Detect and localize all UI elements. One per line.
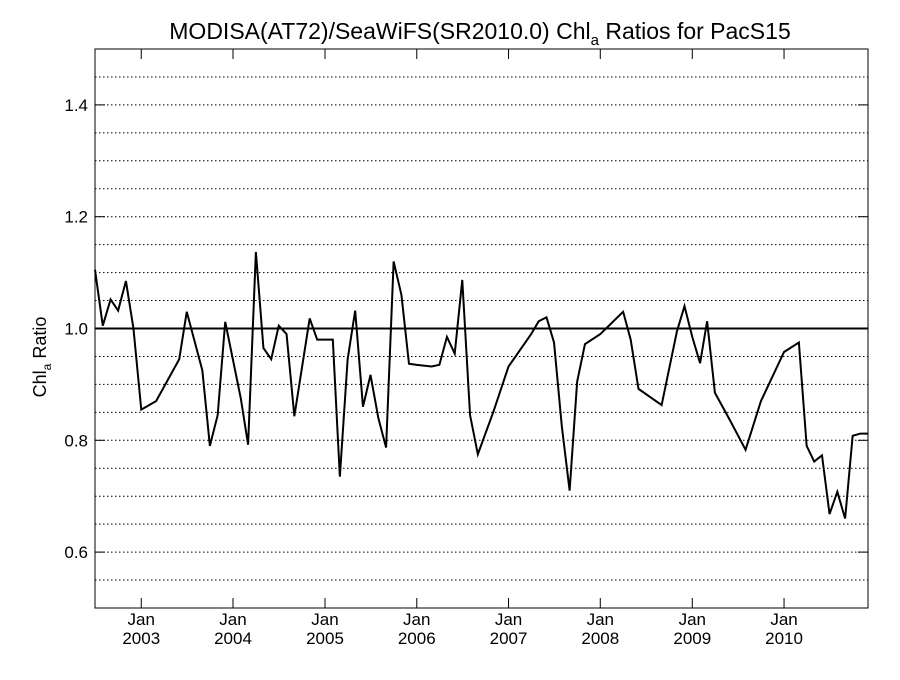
x-tick-label-month: Jan <box>403 610 430 629</box>
x-tick-label-year: 2004 <box>214 629 252 648</box>
plot-area <box>94 251 868 519</box>
chart-title-subscript: a <box>591 32 600 49</box>
x-tick-label-month: Jan <box>495 610 522 629</box>
x-tick-label-year: 2010 <box>765 629 803 648</box>
y-tick-label: 0.8 <box>64 431 88 450</box>
y-axis-label-subscript: a <box>40 363 54 370</box>
series-line <box>94 251 868 519</box>
x-tick-label-month: Jan <box>311 610 338 629</box>
x-tick-label-month: Jan <box>128 610 155 629</box>
y-tick-label: 1.4 <box>64 96 88 115</box>
plot-frame <box>94 48 869 609</box>
x-tick-label-year: 2008 <box>581 629 619 648</box>
chart-title-main: MODISA(AT72)/SeaWiFS(SR2010.0) Chl <box>169 18 590 44</box>
x-tick-label-month: Jan <box>587 610 614 629</box>
y-axis-label-suffix: Ratio <box>30 317 50 364</box>
x-tick-label-month: Jan <box>679 610 706 629</box>
chart-title: MODISA(AT72)/SeaWiFS(SR2010.0) Chla Rati… <box>169 18 790 49</box>
y-tick-label: 1.0 <box>64 320 88 339</box>
x-tick-label-year: 2009 <box>673 629 711 648</box>
y-axis-label-main: Chl <box>30 370 50 397</box>
y-axis-label: Chla Ratio <box>30 317 54 398</box>
y-tick-label: 1.2 <box>64 208 88 227</box>
tick-labels: 0.60.81.01.21.4Jan2003Jan2004Jan2005Jan2… <box>64 96 803 648</box>
grid-lines <box>95 76 868 581</box>
x-tick-label-year: 2005 <box>306 629 344 648</box>
x-tick-label-month: Jan <box>770 610 797 629</box>
chart-title-suffix: Ratios for PacS15 <box>599 18 791 44</box>
x-tick-label-year: 2006 <box>398 629 436 648</box>
x-tick-label-year: 2003 <box>122 629 160 648</box>
x-tick-label-month: Jan <box>219 610 246 629</box>
x-tick-label-year: 2007 <box>490 629 528 648</box>
y-tick-label: 0.6 <box>64 543 88 562</box>
